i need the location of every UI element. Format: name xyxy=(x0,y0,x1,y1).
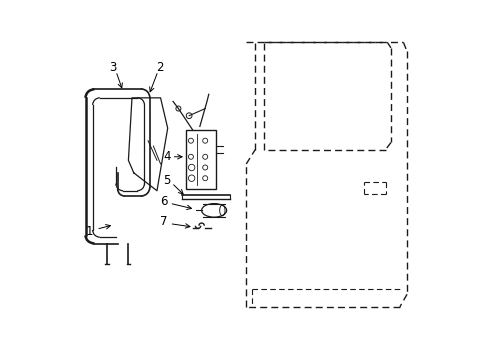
Text: 7: 7 xyxy=(160,215,167,228)
Text: 5: 5 xyxy=(163,174,170,187)
Text: 2: 2 xyxy=(156,61,163,74)
Text: 6: 6 xyxy=(160,195,167,208)
Text: 1: 1 xyxy=(85,225,93,238)
Text: 3: 3 xyxy=(109,61,117,74)
Bar xyxy=(185,130,216,189)
Text: 4: 4 xyxy=(163,150,170,163)
